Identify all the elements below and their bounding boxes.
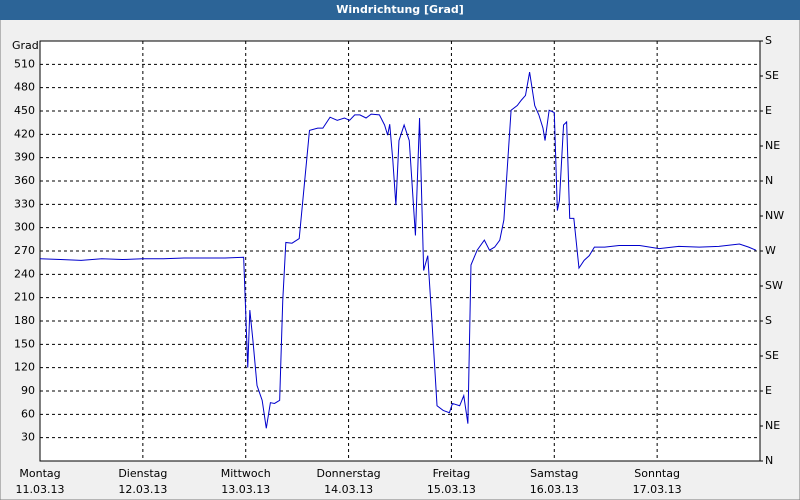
data-line: [39, 72, 757, 429]
x-tick-label: Montag: [19, 467, 60, 480]
x-tick-label: Dienstag: [118, 467, 167, 480]
y-tick-label: 330: [14, 197, 35, 210]
y-tick-label: 450: [14, 104, 35, 117]
x-tick-label: Samstag: [530, 467, 578, 480]
chart-title: Windrichtung [Grad]: [336, 3, 464, 16]
y2-tick-label: S: [765, 34, 772, 47]
x-tick-date: 12.03.13: [118, 483, 167, 496]
x-tick-label: Mittwoch: [221, 467, 271, 480]
x-tick-date: 13.03.13: [221, 483, 270, 496]
y2-tick-label: E: [765, 384, 772, 397]
y-tick-label: 210: [14, 291, 35, 304]
y2-tick-label: NE: [765, 419, 780, 432]
x-tick-date: 17.03.13: [633, 483, 682, 496]
y2-tick-label: NW: [765, 209, 784, 222]
y-tick-label: 90: [21, 384, 35, 397]
y2-tick-label: E: [765, 104, 772, 117]
y-tick-label: 480: [14, 81, 35, 94]
x-tick-date: 15.03.13: [427, 483, 476, 496]
y2-tick-label: N: [765, 174, 773, 187]
y2-tick-label: S: [765, 314, 772, 327]
y-tick-label: 390: [14, 151, 35, 164]
x-tick-label: Freitag: [433, 467, 471, 480]
y-tick-label: 300: [14, 221, 35, 234]
y-tick-label: 30: [21, 431, 35, 444]
y-tick-label: 150: [14, 337, 35, 350]
y2-tick-label: SE: [765, 349, 779, 362]
y-tick-label: 60: [21, 407, 35, 420]
y2-tick-label: SE: [765, 69, 779, 82]
y2-tick-label: SW: [765, 279, 783, 292]
y-tick-label: 510: [14, 57, 35, 70]
y-tick-label: 420: [14, 127, 35, 140]
x-tick-date: 16.03.13: [530, 483, 579, 496]
x-tick-label: Donnerstag: [316, 467, 380, 480]
y-axis-label: Grad: [12, 39, 39, 52]
title-bar: [0, 0, 800, 20]
x-tick-label: Sonntag: [634, 467, 680, 480]
y-tick-label: 120: [14, 361, 35, 374]
y-tick-label: 270: [14, 244, 35, 257]
y2-tick-label: W: [765, 244, 776, 257]
y-tick-label: 360: [14, 174, 35, 187]
x-tick-date: 11.03.13: [16, 483, 65, 496]
y-tick-label: 240: [14, 267, 35, 280]
y2-tick-label: N: [765, 454, 773, 467]
x-tick-date: 14.03.13: [324, 483, 373, 496]
y-tick-label: 180: [14, 314, 35, 327]
y2-tick-label: NE: [765, 139, 780, 152]
